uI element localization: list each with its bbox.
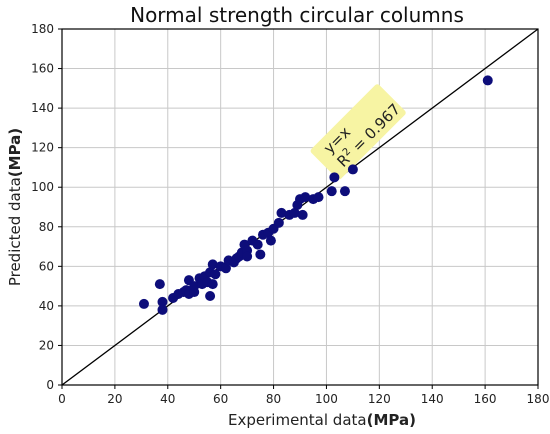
y-tick-label: 180 [31,22,54,36]
data-point [329,172,340,183]
x-tick-label: 20 [107,392,122,406]
y-tick-label: 20 [39,338,54,352]
data-point [157,296,168,307]
y-tick-label: 80 [39,220,54,234]
y-tick-label: 40 [39,299,54,313]
y-tick-label: 120 [31,141,54,155]
x-tick-label: 40 [160,392,175,406]
data-point [339,186,350,197]
y-axis-label: Predicted data [6,177,24,286]
plot-frame [61,28,539,386]
x-axis-label: Experimental data [228,411,367,429]
y-tick-label: 100 [31,180,54,194]
x-tick-label: 80 [266,392,281,406]
y-tick-label: 0 [46,378,54,392]
x-tick-label: 60 [213,392,228,406]
x-tick-label: 180 [527,392,550,406]
data-point [326,186,337,197]
y-tick-label: 160 [31,62,54,76]
data-point [276,207,287,218]
x-tick-label: 120 [368,392,391,406]
data-point [347,164,358,175]
data-point [205,291,216,301]
data-point [210,269,221,280]
data-point [207,279,218,290]
x-tick-label: 160 [474,392,497,406]
tick-labels: 0 20 40 60 80 100 120 140 160 180 0 20 40 60 80 100 120 1… [31,22,549,406]
data-point [252,239,263,250]
x-tick-label: 0 [58,392,66,406]
data-point [482,75,493,86]
data-point [242,251,253,262]
data-point [189,281,200,292]
data-point [157,304,168,315]
annotation-layer: y=x R2 = 0.967 [310,84,406,180]
chart-title: Normal strength circular columns [130,3,464,27]
x-axis-title: Experimental data(MPa) [228,411,416,429]
data-point [207,259,218,270]
y-tick-label: 140 [31,101,54,115]
data-point [220,263,231,274]
y-axis-title: Predicted data(MPa) [6,128,24,286]
data-point [154,279,165,290]
annotation-box-group: y=x R2 = 0.967 [310,84,406,180]
data-point [265,235,276,246]
axes-layer [61,28,539,386]
y-tick-label: 60 [39,259,54,273]
data-point [138,298,149,309]
x-tick-label: 100 [315,392,338,406]
data-point [300,192,311,203]
x-axis-unit: (MPa) [367,411,416,429]
data-point [255,249,266,260]
data-point [289,207,300,218]
y-axis-unit: (MPa) [6,128,24,177]
points-layer [138,75,493,315]
data-point [273,217,284,228]
data-point [297,209,308,220]
x-tick-label: 140 [421,392,444,406]
data-point [313,192,324,203]
annotation-box [310,84,406,180]
